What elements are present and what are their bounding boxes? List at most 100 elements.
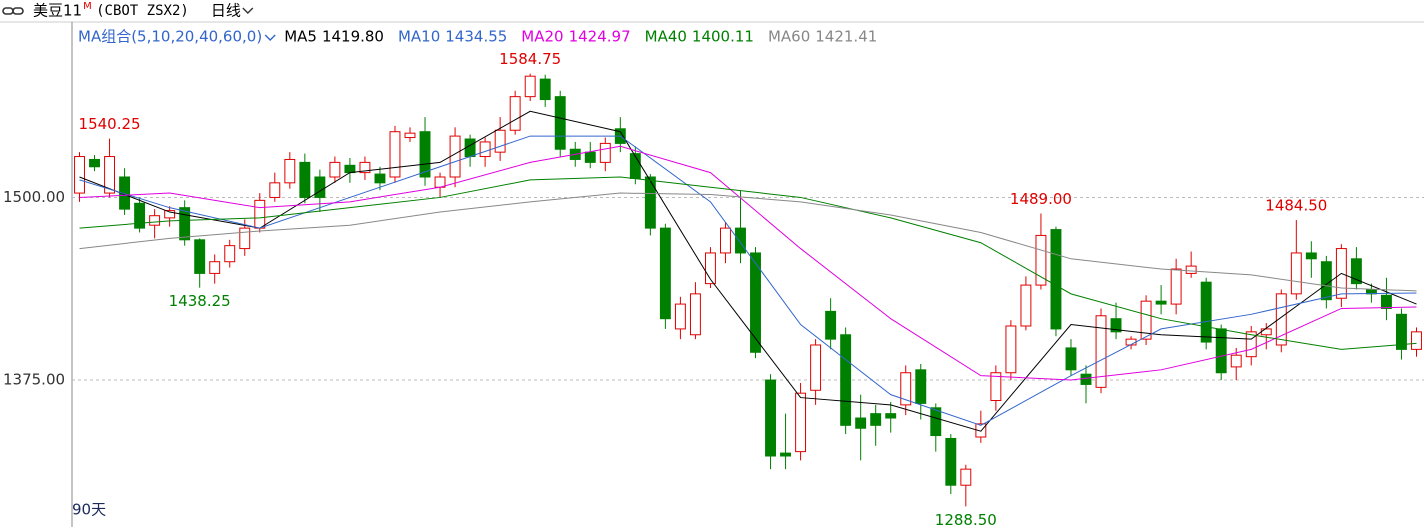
candle-body: [74, 156, 85, 194]
candle-body: [1215, 328, 1227, 374]
candle-body: [254, 199, 266, 229]
candle-body: [930, 407, 942, 437]
ma-combo[interactable]: MA组合(5,10,20,40,60,0): [78, 28, 262, 46]
legend: MA5 1419.80 MA10 1434.55 MA20 1424.97 MA40 1400…: [284, 28, 877, 46]
candle-body: [404, 132, 416, 139]
candle-body: [1170, 268, 1182, 305]
candle-body: [674, 303, 686, 330]
candle-body: [419, 131, 431, 178]
candle-body: [1020, 284, 1032, 327]
ma-line: [79, 176, 1417, 350]
ma-line: [79, 145, 1417, 381]
title: 美豆11: [33, 2, 82, 20]
candle-body: [449, 135, 461, 178]
candle-body: [1185, 265, 1197, 274]
legend-name: MA60: [768, 28, 810, 46]
price-annotation: 1584.75: [499, 50, 561, 68]
candle-body: [765, 379, 776, 457]
price-annotation: 1540.25: [79, 115, 141, 133]
candle-body: [704, 252, 716, 285]
candle-body: [329, 161, 341, 178]
candle-body: [164, 210, 176, 219]
legend-value: 1421.41: [815, 28, 877, 46]
candle-body: [1095, 315, 1107, 388]
legend-name: MA40: [645, 28, 687, 46]
candle-body: [344, 164, 356, 174]
y-tick-label: 1500.00: [3, 188, 65, 206]
superscript: M: [83, 1, 92, 12]
candle-body: [1155, 300, 1167, 305]
candle-body: [720, 227, 731, 254]
candle-body: [524, 75, 536, 98]
candle-body: [629, 153, 641, 179]
candle-body: [299, 161, 311, 198]
candle-body: [1080, 373, 1092, 385]
candle-body: [1110, 318, 1122, 333]
price-annotation: 1288.50: [935, 511, 997, 527]
candle-body: [584, 151, 596, 163]
candle-body: [840, 334, 852, 426]
candle-body: [689, 293, 701, 336]
candle-body: [1396, 313, 1407, 350]
candle-body: [1380, 294, 1392, 309]
candle-body: [149, 215, 161, 226]
candle-body: [1065, 347, 1077, 371]
candle-body: [1200, 281, 1212, 343]
candle-body: [945, 437, 957, 486]
legend-value: 1434.55: [445, 28, 507, 46]
legend-value: 1400.11: [692, 28, 754, 46]
candle-body: [780, 452, 792, 457]
y-tick-label: 1375.00: [3, 371, 65, 389]
ma-dropdown[interactable]: [264, 34, 276, 41]
candle-body: [134, 202, 146, 229]
price-annotation: 1438.25: [169, 292, 231, 310]
candle-body: [599, 142, 611, 163]
candle-body: [179, 207, 191, 241]
ma-line: [79, 192, 1417, 292]
candle-body: [1050, 229, 1062, 330]
candle-body: [1005, 325, 1017, 374]
candle-body: [434, 176, 446, 188]
candle-body: [990, 372, 1002, 401]
candle-body: [885, 413, 897, 419]
candle-body: [509, 96, 521, 131]
span-label: 90天: [72, 501, 106, 519]
legend-value: 1419.80: [322, 28, 384, 46]
candle-body: [1290, 252, 1302, 295]
candle-body: [750, 252, 761, 353]
candle-body: [269, 182, 281, 198]
candle-body: [825, 310, 837, 340]
candle-body: [104, 156, 116, 194]
period[interactable]: 日线: [211, 2, 241, 20]
legend-name: MA20: [521, 28, 563, 46]
candle-body: [900, 372, 912, 406]
candle-body: [1275, 293, 1287, 346]
candle-body: [1035, 234, 1047, 286]
candle-body: [389, 131, 401, 178]
candle-body: [1305, 252, 1317, 260]
plot: 1375.00 1500.00 1540.25 1438.25 1584.75 1288.…: [3, 50, 1424, 527]
candle-body: [284, 158, 296, 184]
candle-body: [224, 245, 236, 263]
candle-body: [644, 176, 656, 229]
price-annotation: 1489.00: [1010, 190, 1072, 208]
candle-body: [810, 344, 822, 391]
candle-body: [1140, 300, 1152, 340]
legend-value: 1424.97: [569, 28, 631, 46]
candle-body: [554, 96, 566, 150]
candle-body: [359, 161, 371, 174]
price-annotation: 1484.50: [1265, 197, 1327, 215]
ma-line: [79, 110, 1417, 432]
symbol[interactable]: (CBOT ZSX2): [96, 3, 189, 19]
candle-body: [1411, 331, 1422, 350]
period-dropdown[interactable]: [242, 7, 254, 14]
candle-body: [855, 417, 867, 429]
candle-body: [960, 468, 972, 486]
candle-body: [314, 176, 326, 198]
candle-body: [1320, 261, 1332, 301]
candle-body: [194, 239, 206, 274]
candle-body: [374, 173, 386, 184]
candle-body: [795, 392, 807, 453]
candle-body: [735, 227, 746, 254]
candle-body: [209, 261, 221, 274]
